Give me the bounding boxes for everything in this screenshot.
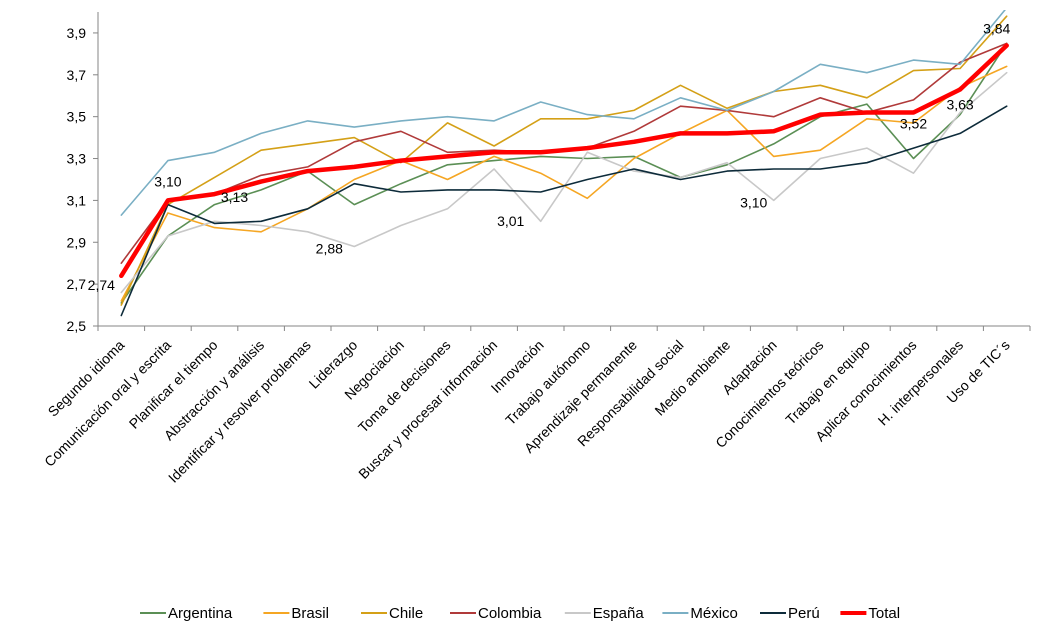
data-label: 3,01 [497, 213, 524, 229]
legend-label: Perú [788, 605, 820, 622]
data-label: 2,88 [316, 240, 343, 256]
legend-label: Colombia [478, 605, 542, 622]
data-label: 3,10 [154, 173, 181, 189]
series-line-argentina [120, 42, 1008, 304]
legend: Argentina Brasil Chile Colombia España México… [140, 605, 900, 622]
data-label: 3,13 [221, 189, 248, 205]
y-tick-label: 2,7 [67, 276, 87, 292]
x-tick-label: H. interpersonales [875, 337, 967, 429]
series-line-per- [120, 105, 1008, 317]
legend-label: Brasil [291, 605, 329, 622]
legend-label: Argentina [168, 605, 233, 622]
y-tick-label: 3,1 [67, 192, 87, 208]
data-labels: 2,74 3,10 3,13 2,88 3,01 3,10 3,52 3,63 3,84 [88, 20, 1011, 292]
data-label: 3,84 [983, 20, 1010, 36]
legend-label: México [690, 605, 738, 622]
series-line-colombia [120, 42, 1008, 265]
y-tick-label: 2,5 [67, 318, 87, 334]
x-tick-label: Planificar el tiempo [126, 337, 221, 432]
legend-label: Chile [389, 605, 423, 622]
data-label: 3,63 [946, 96, 973, 112]
x-tick-label: Trabajo autónomo [502, 337, 593, 428]
y-tick-label: 2,9 [67, 234, 87, 250]
legend-label: España [593, 605, 645, 622]
legend-label: Total [868, 605, 900, 622]
y-tick-label: 3,7 [67, 67, 87, 83]
x-tick-label: Trabajo en equipo [782, 337, 873, 428]
series-line-m-xico [120, 10, 1006, 216]
series-line-chile [120, 15, 1008, 306]
series-line-total [119, 43, 1009, 279]
data-label: 2,74 [88, 277, 115, 293]
series-line-espa-a [120, 71, 1008, 294]
x-tick-label: Segundo idioma [45, 337, 128, 420]
data-label: 3,52 [900, 115, 927, 131]
data-label: 3,10 [740, 194, 767, 210]
series-lines [119, 10, 1009, 317]
y-tick-label: 3,9 [67, 25, 87, 41]
y-tick-label: 3,5 [67, 109, 87, 125]
y-tick-label: 3,3 [67, 151, 87, 167]
axes: 2,5 2,7 2,9 3,1 3,3 3,5 3,7 3,9 [67, 12, 1031, 334]
